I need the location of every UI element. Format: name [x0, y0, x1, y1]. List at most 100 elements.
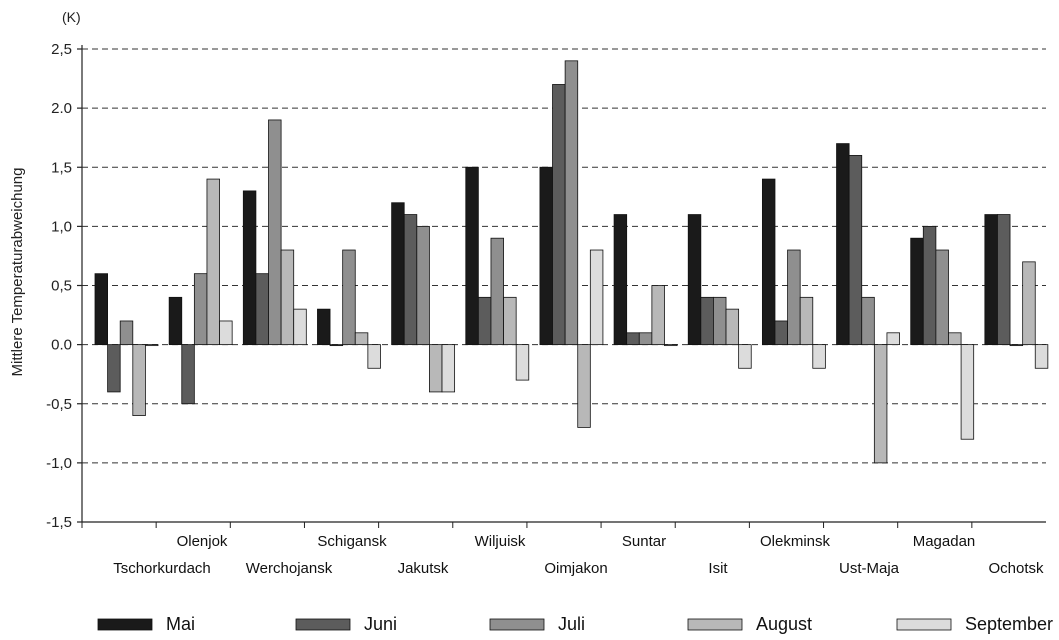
bar [552, 84, 566, 346]
bar [848, 155, 863, 346]
y-tick-label: 2,5 [51, 41, 72, 58]
bar [280, 249, 295, 346]
y-tick-label: 1,5 [51, 159, 72, 176]
bar [700, 296, 714, 346]
bar [651, 285, 665, 346]
bar [242, 190, 257, 346]
bar [293, 308, 307, 346]
bar [515, 344, 530, 381]
bar [713, 296, 727, 346]
bar [107, 344, 121, 393]
category-label: Wiljuisk [475, 533, 526, 550]
x-axis: Tschorkurdach Olenjok Werchojansk Schigansk… [81, 521, 1046, 577]
y-axis-ticks: 2,5 2.0 1,5 1,0 0,5 0.0 -0,5 -1,0 -1,5 [46, 41, 83, 531]
bar [1034, 344, 1049, 369]
category-label: Ochotsk [988, 560, 1044, 577]
bar [738, 344, 752, 369]
bar [342, 249, 356, 346]
bar [787, 249, 801, 346]
bar [477, 296, 492, 346]
bar [664, 344, 678, 347]
bar [219, 320, 233, 346]
bar [577, 344, 591, 428]
legend-swatch [687, 618, 743, 631]
bar [873, 344, 888, 464]
y-axis-title: Mittlere Temperaturabweichung [9, 168, 26, 377]
bar [861, 296, 875, 346]
bar [935, 249, 949, 346]
category-label: Werchojansk [246, 560, 333, 577]
legend-swatch [489, 618, 545, 631]
bar [367, 344, 381, 369]
bar [799, 296, 814, 346]
category-label: Ust-Maja [839, 560, 900, 577]
bar [391, 202, 405, 346]
category-label: Isit [708, 560, 728, 577]
legend-label: September [965, 614, 1053, 634]
bar [416, 225, 430, 346]
bar [564, 60, 579, 346]
category-label: Schigansk [317, 533, 387, 550]
y-tick-label: 0,5 [51, 278, 72, 295]
category-label: Jakutsk [398, 560, 449, 577]
bar [774, 320, 788, 346]
category-label: Olenjok [177, 533, 228, 550]
bar [132, 344, 146, 416]
legend-swatch [97, 618, 153, 631]
bars [94, 60, 1049, 464]
bar [725, 308, 740, 346]
bar [268, 119, 282, 346]
bar [441, 344, 456, 393]
bar [503, 296, 517, 346]
bar [119, 320, 134, 346]
y-tick-label: 2.0 [51, 100, 72, 117]
bar [613, 214, 628, 346]
bar [94, 273, 109, 346]
y-tick-label: 0.0 [51, 337, 72, 354]
bar [886, 332, 900, 346]
category-label: Tschorkurdach [113, 560, 211, 577]
bar [761, 178, 776, 346]
unit-label: (K) [62, 9, 81, 25]
legend: Mai Juni Juli August September [97, 614, 1053, 634]
bar [317, 308, 331, 346]
legend-label: Juli [558, 614, 585, 634]
bar [490, 237, 504, 346]
bar [984, 214, 998, 346]
bar [403, 214, 418, 346]
bar [255, 273, 269, 346]
bar [589, 249, 604, 346]
bar [812, 344, 826, 369]
bar [1009, 344, 1024, 347]
legend-swatch [896, 618, 952, 631]
y-tick-label: -1,0 [46, 455, 72, 472]
bar [354, 332, 369, 346]
bar [193, 273, 208, 346]
category-label: Magadan [913, 533, 976, 550]
bar [687, 214, 702, 346]
y-tick-label: -1,5 [46, 514, 72, 531]
bar [836, 143, 850, 346]
bar [626, 332, 640, 346]
legend-label: August [756, 614, 812, 634]
bar [1022, 261, 1036, 346]
bar [329, 344, 344, 347]
bar [206, 178, 220, 346]
bar [465, 166, 479, 346]
y-tick-label: 1,0 [51, 218, 72, 235]
category-label: Olekminsk [760, 533, 831, 550]
bar [168, 296, 183, 346]
bar [181, 344, 195, 405]
bar [539, 166, 553, 346]
bar [997, 214, 1011, 346]
legend-swatch [295, 618, 351, 631]
bar [429, 344, 443, 393]
bar [922, 225, 937, 346]
legend-label: Juni [364, 614, 397, 634]
bar [960, 344, 975, 440]
bar [638, 332, 653, 346]
bar [948, 332, 962, 346]
bar [910, 237, 924, 346]
legend-label: Mai [166, 614, 195, 634]
